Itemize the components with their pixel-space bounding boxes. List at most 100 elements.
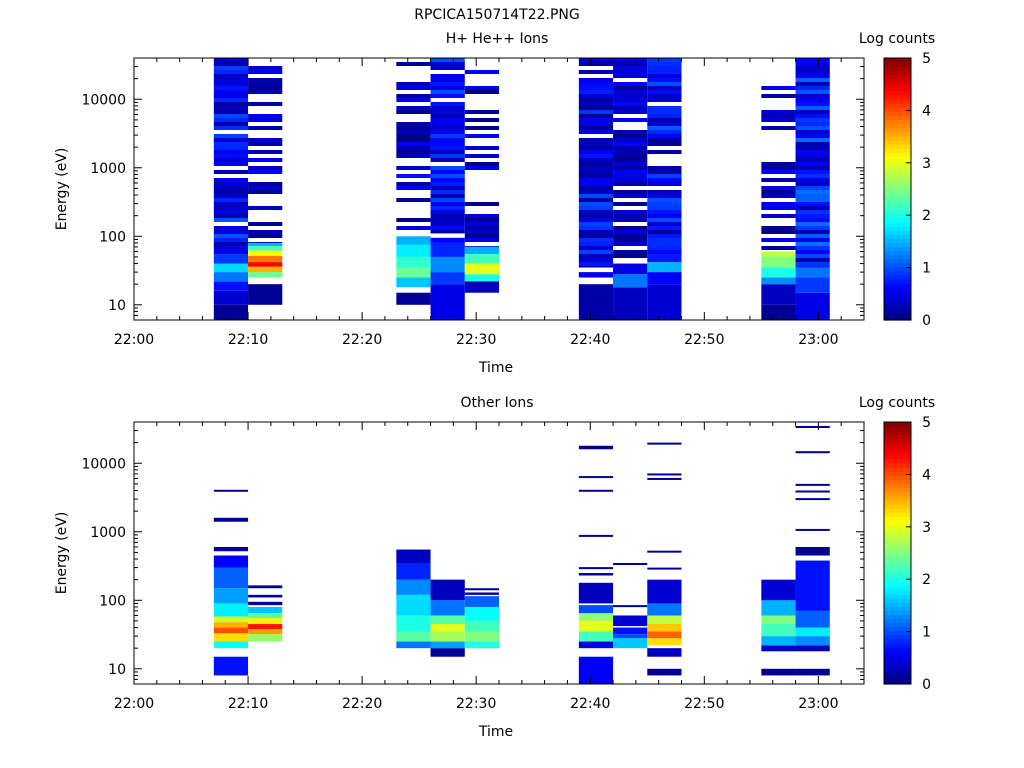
colorbar-segment — [884, 667, 911, 673]
heatmap-cell — [613, 234, 648, 238]
heatmap-cell — [647, 178, 682, 182]
y-axis-label: Energy (eV) — [54, 512, 70, 595]
heatmap-cell — [795, 214, 830, 218]
heatmap-cell — [613, 170, 648, 174]
heatmap-cell — [613, 102, 648, 106]
heatmap-cell — [613, 66, 648, 70]
colorbar-segment — [884, 143, 911, 149]
heatmap-cell — [761, 86, 796, 90]
heatmap-cell — [578, 166, 614, 170]
heatmap-cell — [464, 218, 499, 222]
colorbar-segment — [884, 581, 911, 587]
heatmap-cell — [213, 206, 249, 210]
heatmap-cell — [795, 218, 830, 222]
heatmap-cell — [761, 645, 796, 652]
heatmap-cell — [248, 234, 283, 238]
heatmap-cell — [795, 210, 830, 214]
heatmap-cell — [578, 620, 614, 632]
heatmap-cell — [795, 110, 830, 114]
heatmap-cell — [761, 202, 796, 206]
heatmap-cell — [647, 272, 682, 285]
colorbar-segment — [884, 119, 911, 125]
heatmap-cell — [430, 58, 465, 62]
heatmap-cell — [795, 234, 830, 238]
heatmap-cell — [613, 627, 648, 635]
colorbar-segment — [884, 446, 911, 452]
heatmap-cell — [396, 174, 431, 178]
heatmap-cell — [430, 194, 465, 198]
heatmap-cell — [464, 230, 499, 234]
colorbar-segment — [884, 614, 911, 620]
heatmap-cell — [647, 624, 682, 632]
heatmap-cell — [578, 202, 614, 206]
heatmap-cell — [578, 222, 614, 226]
heatmap-cell — [248, 150, 283, 154]
heatmap-cell — [795, 82, 830, 86]
heatmap-cell — [795, 246, 830, 250]
heatmap-cell — [213, 102, 249, 106]
figure-title: RPCICA150714T22.PNG — [414, 7, 579, 23]
heatmap-cell — [578, 613, 614, 621]
x-axis-label: Time — [478, 724, 513, 740]
heatmap-cell — [213, 126, 249, 130]
heatmap-cell — [396, 236, 431, 245]
heatmap-cell — [578, 182, 614, 186]
heatmap-cell — [613, 82, 648, 86]
heatmap-cell — [430, 130, 465, 134]
heatmap-cell — [430, 102, 465, 106]
heatmap-cell — [795, 98, 830, 102]
colorbar-segment — [884, 160, 911, 166]
heatmap-cell — [578, 534, 614, 537]
heatmap-cell — [578, 238, 614, 242]
heatmap-cell — [248, 190, 283, 194]
colorbar-segment — [884, 229, 911, 235]
heatmap-cell — [795, 254, 830, 258]
heatmap-cell — [647, 130, 682, 134]
heatmap-cell — [761, 238, 796, 242]
heatmap-cell — [578, 142, 614, 146]
heatmap-cell — [795, 668, 830, 676]
colorbar-segment — [884, 94, 911, 100]
heatmap-cell — [430, 206, 465, 210]
colorbar-segment — [884, 528, 911, 534]
heatmap-cell — [795, 267, 830, 278]
heatmap-cell — [795, 142, 830, 146]
heatmap-cell — [795, 182, 830, 186]
heatmap-cell — [647, 78, 682, 82]
colorbar-segment — [884, 123, 911, 129]
colorbar-segment — [884, 475, 911, 480]
colorbar-segment — [884, 103, 911, 108]
heatmap-cell — [248, 142, 283, 146]
colorbar-segment — [884, 62, 911, 67]
heatmap-cell — [613, 210, 648, 214]
heatmap-cell — [613, 238, 648, 242]
x-tick-label: 22:10 — [228, 696, 268, 712]
heatmap-cell — [578, 82, 614, 86]
heatmap-cell — [647, 648, 682, 657]
heatmap-cell — [613, 194, 648, 198]
heatmap-cell — [613, 150, 648, 154]
colorbar-frame — [883, 421, 912, 685]
heatmap-cell — [396, 122, 431, 126]
heatmap-cell — [647, 194, 682, 198]
heatmap-cell — [578, 641, 614, 649]
heatmap-cell — [613, 158, 648, 162]
heatmap-cell — [213, 627, 249, 634]
heatmap-cell — [464, 620, 499, 632]
colorbar-segment — [884, 127, 911, 133]
colorbar-segment — [884, 671, 911, 677]
heatmap-cell — [578, 146, 614, 150]
heatmap-cell — [613, 62, 648, 66]
heatmap-cell — [613, 154, 648, 158]
heatmap-cell — [761, 110, 796, 114]
heatmap-cell — [578, 206, 614, 210]
heatmap-cell — [795, 202, 830, 206]
heatmap-cell — [761, 230, 796, 234]
heatmap-cell — [613, 605, 648, 608]
colorbar-segment — [884, 148, 911, 153]
heatmap-cell — [795, 292, 830, 320]
heatmap-cell — [578, 573, 614, 576]
heatmap-cell — [248, 170, 283, 174]
heatmap-cell — [613, 166, 648, 170]
heatmap-cell — [430, 272, 465, 285]
